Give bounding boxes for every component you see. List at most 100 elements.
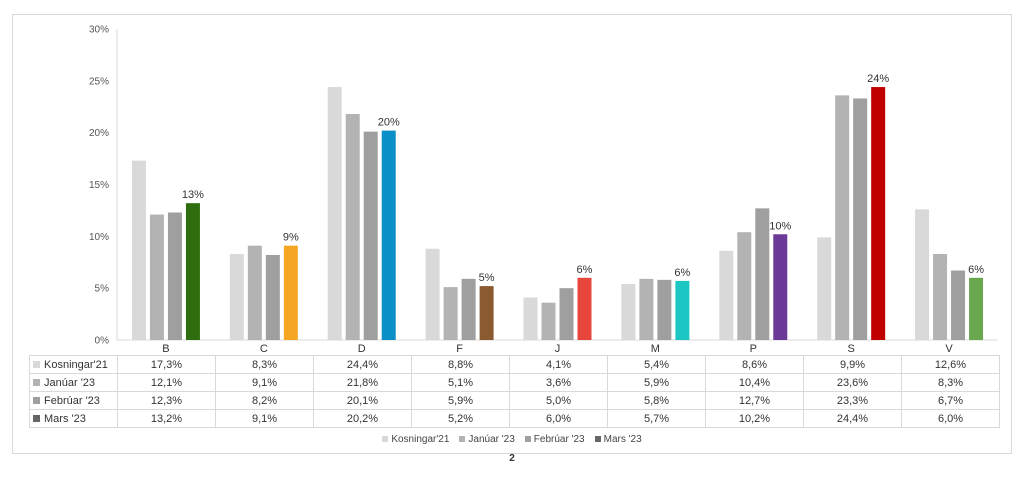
series-name: Janúar '23: [44, 376, 96, 389]
legend: Kosningar'21 Janúar '23 Febrúar '23 Mars '2…: [0, 434, 1024, 445]
table-cell: 10,4%: [705, 373, 804, 392]
x-tick-label: B: [162, 343, 169, 352]
legend-swatch: [524, 436, 531, 443]
bar: [657, 279, 672, 340]
table-cell: 5,0%: [509, 391, 608, 410]
table-cell: 5,1%: [411, 373, 510, 392]
table-cell: 4,1%: [509, 355, 608, 374]
data-label: 13%: [182, 189, 204, 201]
series-swatch: [33, 379, 40, 387]
bar: [443, 287, 458, 340]
chart-frame: [12, 14, 1012, 454]
bar: [247, 245, 262, 340]
bar: [363, 131, 378, 340]
series-name-cell: Janúar '23: [29, 373, 118, 392]
bar: [559, 288, 574, 340]
series-swatch: [33, 361, 40, 369]
legend-swatch: [459, 436, 466, 443]
y-tick-label: 0%: [95, 336, 110, 347]
bar: [523, 297, 538, 340]
y-tick-label: 20%: [89, 128, 109, 139]
table-cell: 12,3%: [117, 391, 216, 410]
table-cell: 6,0%: [509, 409, 608, 428]
table-cell: 6,0%: [901, 409, 1000, 428]
table-row: Janúar '23 12,1% 9,1% 21,8% 5,1% 3,6% 5,9% 10,4…: [29, 373, 1000, 392]
x-tick-label: C: [260, 343, 268, 352]
bar: [933, 253, 948, 340]
bar: [229, 253, 244, 340]
table-cell: 3,6%: [509, 373, 608, 392]
x-tick-label: V: [945, 343, 953, 352]
bar: [951, 270, 966, 340]
bar: [461, 278, 476, 340]
series-swatch: [33, 415, 40, 423]
table-cell: 5,7%: [607, 409, 706, 428]
bar: [577, 277, 592, 340]
bar: [327, 87, 342, 340]
bar: [381, 130, 396, 340]
legend-swatch: [594, 436, 601, 443]
bar: [835, 95, 850, 340]
y-tick-label: 5%: [95, 284, 110, 295]
bar: [167, 212, 182, 340]
table-cell: 12,7%: [705, 391, 804, 410]
bar: [817, 237, 832, 340]
bar: [969, 277, 984, 340]
series-name: Kosningar'21: [44, 358, 108, 371]
table-cell: 23,3%: [803, 391, 902, 410]
table-cell: 8,6%: [705, 355, 804, 374]
table-cell: 5,9%: [411, 391, 510, 410]
table-cell: 21,8%: [313, 373, 412, 392]
data-table: Kosningar'21 17,3% 8,3% 24,4% 8,8% 4,1% 5,4% 8,…: [29, 355, 1000, 428]
series-name-cell: Febrúar '23: [29, 391, 118, 410]
x-tick-label: S: [847, 343, 854, 352]
data-label: 6%: [674, 267, 690, 279]
x-tick-label: D: [358, 343, 366, 352]
table-cell: 6,7%: [901, 391, 1000, 410]
series-name: Mars '23: [44, 412, 86, 425]
bar: [675, 280, 690, 340]
bar: [149, 214, 164, 340]
table-cell: 9,1%: [215, 409, 314, 428]
y-tick-label: 15%: [89, 180, 109, 191]
table-cell: 8,3%: [215, 355, 314, 374]
bar: [425, 248, 440, 340]
bar: [131, 160, 146, 340]
table-cell: 5,2%: [411, 409, 510, 428]
bar: [639, 278, 654, 340]
x-tick-label: J: [555, 343, 561, 352]
series-name: Febrúar '23: [44, 394, 100, 407]
page-number: 2: [509, 453, 515, 464]
table-row: Kosningar'21 17,3% 8,3% 24,4% 8,8% 4,1% 5,4% 8,…: [29, 355, 1000, 374]
legend-item: Janúar '23: [459, 434, 515, 445]
table-cell: 5,4%: [607, 355, 706, 374]
table-cell: 20,2%: [313, 409, 412, 428]
bar: [541, 302, 556, 340]
bar: [871, 87, 886, 340]
table-cell: 10,2%: [705, 409, 804, 428]
bar: [719, 250, 734, 340]
data-label: 6%: [968, 264, 984, 276]
series-swatch: [33, 397, 40, 405]
y-tick-label: 25%: [89, 76, 109, 87]
table-cell: 8,3%: [901, 373, 1000, 392]
table-cell: 13,2%: [117, 409, 216, 428]
table-cell: 12,1%: [117, 373, 216, 392]
table-cell: 8,8%: [411, 355, 510, 374]
table-cell: 23,6%: [803, 373, 902, 392]
bar: [265, 254, 280, 340]
table-cell: 5,8%: [607, 391, 706, 410]
data-label: 5%: [479, 272, 495, 284]
bar: [737, 232, 752, 340]
table-row: Mars '23 13,2% 9,1% 20,2% 5,2% 6,0% 5,7% 10,2% 2…: [29, 409, 1000, 428]
bar: [185, 203, 200, 340]
data-label: 9%: [283, 232, 299, 244]
x-tick-label: P: [750, 343, 757, 352]
legend-label: Janúar '23: [468, 434, 515, 445]
table-cell: 17,3%: [117, 355, 216, 374]
legend-item: Mars '23: [594, 434, 642, 445]
x-tick-label: M: [651, 343, 660, 352]
bar: [283, 245, 298, 340]
legend-item: Kosningar'21: [382, 434, 449, 445]
legend-label: Febrúar '23: [533, 434, 585, 445]
